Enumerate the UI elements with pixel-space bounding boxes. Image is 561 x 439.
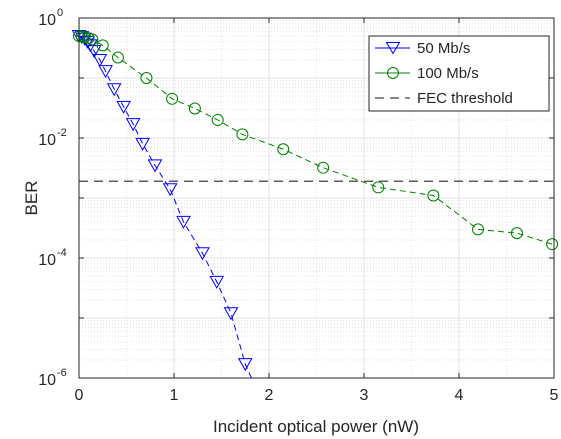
x-tick-label: 0 (75, 387, 84, 404)
data-point-100mbs (510, 227, 523, 240)
x-tick-label: 1 (170, 387, 179, 404)
data-point-100mbs (166, 92, 179, 105)
data-point-50mbs (92, 53, 108, 67)
y-tick-label-base: 10 (38, 12, 56, 29)
data-point-100mbs (372, 181, 385, 194)
data-point-50mbs (86, 45, 102, 59)
legend-label-100mbs: 100 Mb/s (417, 65, 479, 82)
y-tick-label-exponent: -6 (57, 367, 67, 379)
y-tick-label-exponent: -4 (57, 247, 67, 259)
legend-item-100mbs: 100 Mb/s (375, 65, 479, 82)
y-axis-label: BER (22, 181, 41, 216)
data-point-50mbs (147, 159, 163, 173)
y-tick-label: 10 -6 (38, 367, 67, 389)
legend-label-50mbs: 50 Mb/s (417, 40, 470, 57)
data-point-50mbs (135, 137, 151, 151)
data-point-100mbs (96, 39, 109, 52)
data-point-100mbs (211, 113, 224, 126)
x-tick-label: 5 (550, 387, 559, 404)
y-tick-label-exponent: 0 (57, 7, 63, 19)
data-point-50mbs (237, 358, 253, 372)
data-point-100mbs (140, 72, 153, 84)
data-point-100mbs (546, 238, 559, 251)
x-tick-label: 3 (360, 387, 369, 404)
data-point-100mbs (277, 143, 290, 156)
x-tick-label: 2 (265, 387, 274, 404)
legend-label-fec: FEC threshold (417, 90, 513, 107)
data-point-50mbs (98, 65, 113, 79)
data-point-100mbs (111, 51, 124, 64)
data-point-100mbs (317, 161, 330, 174)
data-point-100mbs (188, 102, 201, 115)
data-point-50mbs (125, 118, 141, 132)
data-point-100mbs (236, 128, 249, 141)
legend-item-50mbs: 50 Mb/s (375, 40, 470, 57)
y-tick-label: 10 0 (38, 7, 63, 29)
data-point-50mbs (77, 32, 93, 46)
legend: 50 Mb/s 100 Mb/s FEC threshold (368, 35, 550, 112)
legend-item-fec: FEC threshold (375, 90, 513, 107)
y-tick-label-base: 10 (38, 372, 56, 389)
data-point-50mbs (195, 247, 210, 261)
data-point-50mbs (116, 100, 132, 114)
data-point-50mbs (162, 183, 178, 197)
series-line-1 (79, 35, 553, 245)
x-tick-labels: 0 1 2 3 4 5 (75, 387, 559, 404)
x-tick-label: 4 (455, 387, 464, 404)
y-tick-label-exponent: -2 (57, 127, 67, 139)
data-point-50mbs (106, 83, 122, 97)
tick-marks (78, 17, 555, 379)
legend-marker-50mbs (385, 42, 401, 55)
data-point-100mbs (472, 223, 484, 236)
data-point-50mbs (176, 215, 191, 229)
data-point-50mbs (209, 275, 225, 289)
data-point-50mbs (223, 307, 239, 321)
data-point-100mbs (427, 189, 440, 202)
legend-marker-100mbs (387, 67, 399, 79)
data-point-100mbs (86, 33, 99, 46)
y-tick-label: 10 -4 (38, 247, 67, 269)
y-tick-label: 10 -2 (38, 127, 67, 149)
y-tick-label-base: 10 (38, 252, 56, 269)
y-tick-label-base: 10 (38, 132, 56, 149)
x-axis-label: Incident optical power (nW) (213, 417, 419, 436)
